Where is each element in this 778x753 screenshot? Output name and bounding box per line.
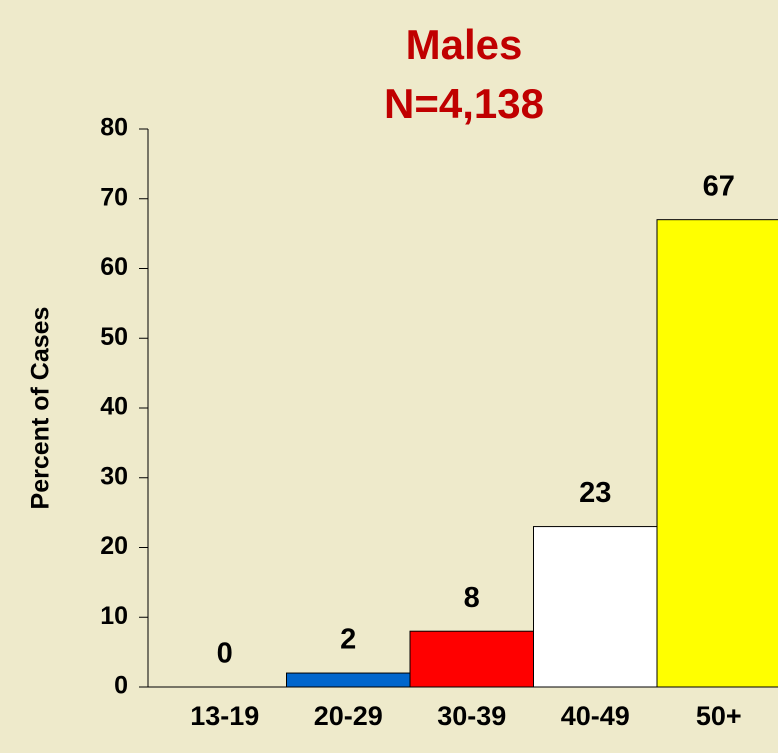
bar xyxy=(533,526,658,688)
data-label: 2 xyxy=(340,624,356,656)
y-tick-label: 40 xyxy=(100,393,128,421)
chart-subtitle: N=4,138 xyxy=(384,80,544,127)
y-tick-label: 80 xyxy=(100,114,128,142)
x-tick-label: 50+ xyxy=(696,701,742,731)
y-tick-label: 10 xyxy=(100,602,128,630)
y-tick-label: 60 xyxy=(100,253,128,281)
x-tick-label: 30-39 xyxy=(437,701,506,731)
y-tick-label: 50 xyxy=(100,323,128,351)
bar xyxy=(409,630,534,688)
y-tick-label: 0 xyxy=(114,672,128,700)
bar xyxy=(656,219,778,688)
bar xyxy=(286,672,411,688)
x-tick-label: 20-29 xyxy=(314,701,383,731)
chart-title: Males xyxy=(406,21,523,68)
y-axis-label: Percent of Cases xyxy=(27,307,55,510)
data-label: 67 xyxy=(703,170,735,202)
data-label: 0 xyxy=(217,638,233,670)
y-tick-label: 20 xyxy=(100,532,128,560)
data-label: 23 xyxy=(579,477,611,509)
data-label: 8 xyxy=(464,582,480,614)
y-tick-label: 70 xyxy=(100,183,128,211)
y-tick-label: 30 xyxy=(100,462,128,490)
x-tick-label: 40-49 xyxy=(561,701,630,731)
x-tick-label: 13-19 xyxy=(190,701,259,731)
